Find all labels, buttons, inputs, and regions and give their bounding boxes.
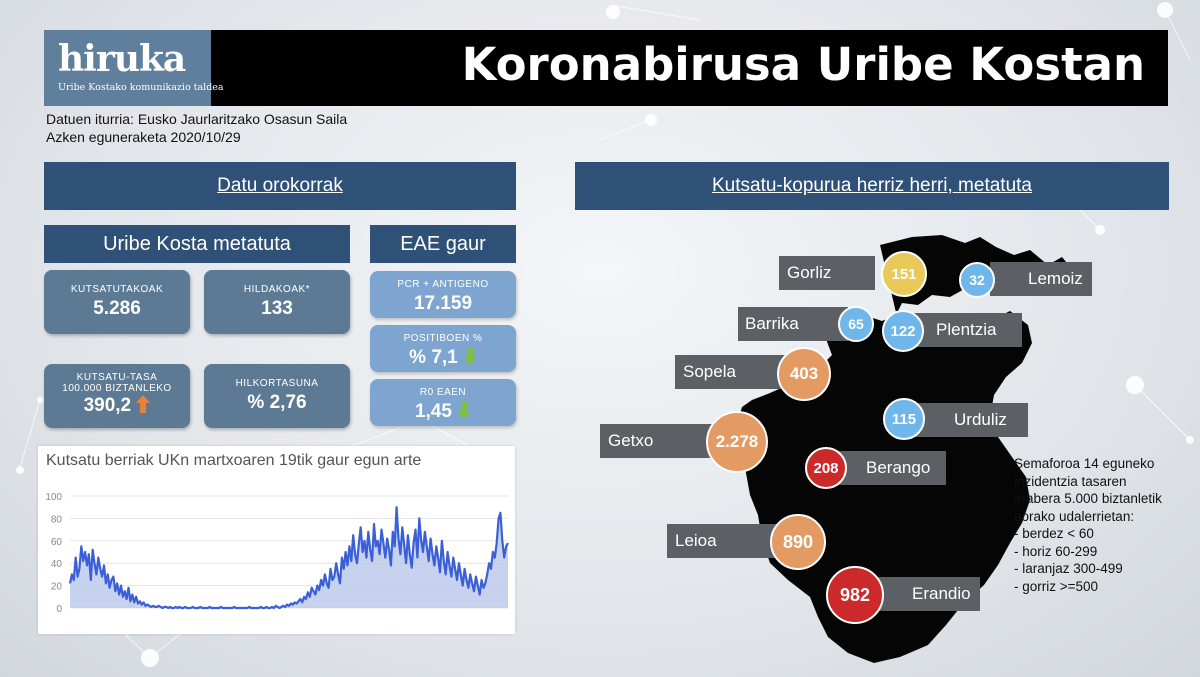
mortality-label: HILKORTASUNA — [235, 378, 319, 389]
bubble-plentzia: 122 — [882, 310, 924, 352]
header-bar — [44, 30, 1168, 106]
bubble-urduliz: 115 — [883, 398, 925, 440]
infection-rate-row: 390,2 — [44, 395, 190, 417]
infection-rate-card: KUTSATU-TASA 100.000 BIZTANLEKO 390,2 — [44, 364, 190, 428]
infected-card: KUTSATUTAKOAK 5.286 — [44, 270, 190, 334]
r0-label: R0 EAEN — [419, 387, 467, 398]
new-cases-line — [68, 506, 509, 610]
mortality-card: HILKORTASUNA % 2,76 — [204, 364, 350, 428]
positive-rate-value: % 7,1 — [409, 347, 458, 368]
town-label-getxo: Getxo — [600, 424, 718, 458]
page-title: Koronabirusa Uribe Kostan — [461, 38, 1145, 91]
infection-rate-sublabel: 100.000 BIZTANLEKO — [62, 383, 172, 394]
legend-line: gorako udalerrietan: — [1014, 508, 1135, 524]
positive-rate-label: POSITIBOEN % — [403, 333, 483, 344]
bubble-sopela: 403 — [777, 347, 831, 401]
y-tick-label: 20 — [51, 582, 63, 593]
bubble-berango: 208 — [805, 447, 847, 489]
bubble-barrika: 65 — [838, 306, 874, 342]
towns-banner: Kutsatu-kopurua herriz herri, metatuta — [575, 162, 1169, 210]
bubble-leioa: 890 — [770, 514, 826, 570]
logo-box — [44, 30, 211, 106]
town-label-lemoiz: Lemoiz — [990, 262, 1092, 296]
tests-card: PCR + ANTIGENO 17.159 — [370, 271, 516, 318]
town-label-plentzia: Plentzia — [908, 313, 1022, 347]
y-tick-label: 60 — [51, 537, 63, 548]
data-source: Datuen iturria: Eusko Jaurlaritzako Osas… — [46, 111, 348, 127]
bubble-gorliz: 151 — [881, 251, 927, 297]
legend-line: - laranjaz 300-499 — [1014, 561, 1123, 576]
arrow-down-icon — [462, 347, 477, 365]
logo-wordmark: hiruka — [58, 38, 186, 80]
bubble-lemoiz: 32 — [959, 262, 995, 298]
town-label-leioa: Leioa — [667, 524, 783, 558]
eae-today-title: EAE gaur — [370, 225, 516, 263]
tests-value: 17.159 — [413, 293, 473, 314]
tests-label: PCR + ANTIGENO — [397, 279, 489, 290]
town-label-sopela: Sopela — [675, 355, 793, 389]
y-tick-label: 0 — [56, 604, 62, 615]
logo-tagline: Uribe Kostako komunikazio taldea — [58, 82, 224, 93]
y-tick-label: 100 — [45, 492, 62, 503]
town-label-gorliz: Gorliz — [779, 256, 875, 290]
town-label-berango: Berango — [830, 451, 946, 485]
new-cases-chart: 0 20 40 60 80 100 — [45, 492, 509, 615]
y-tick-label: 40 — [51, 559, 63, 570]
last-update: Azken eguneraketa 2020/10/29 — [46, 129, 241, 145]
town-label-urduliz: Urduliz — [908, 403, 1028, 437]
bubble-erandio: 982 — [826, 566, 884, 624]
traffic-light-legend: Semaforoa 14 eguneko inzidentzia tasaren… — [1014, 455, 1194, 595]
deaths-label: HILDAKOAK* — [243, 284, 311, 295]
r0-value: 1,45 — [414, 401, 452, 422]
positive-rate-card: POSITIBOEN % % 7,1 — [370, 325, 516, 372]
legend-line: arabera 5.000 biztanletik — [1014, 491, 1162, 506]
y-tick-label: 80 — [51, 514, 63, 525]
infected-label: KUTSATUTAKOAK — [70, 284, 164, 295]
town-label-barrika: Barrika — [738, 307, 848, 341]
legend-line: - berdez < 60 — [1014, 526, 1094, 541]
deaths-value: 133 — [261, 298, 293, 319]
infected-value: 5.286 — [93, 298, 141, 319]
chart-title: Kutsatu berriak UKn martxoaren 19tik gau… — [46, 452, 422, 469]
bubble-getxo: 2.278 — [706, 411, 768, 473]
legend-line: inzidentzia tasaren — [1014, 473, 1127, 489]
legend-line: Semaforoa 14 eguneko — [1014, 456, 1155, 471]
arrow-down-icon — [457, 401, 472, 419]
town-label-plentzia-text: Plentzia — [936, 320, 997, 339]
uribe-cumulative-title: Uribe Kosta metatuta — [44, 225, 350, 263]
mortality-value: % 2,76 — [247, 392, 307, 413]
general-data-banner: Datu orokorrak — [44, 162, 516, 210]
arrow-up-icon — [136, 395, 151, 413]
legend-line: - gorriz >=500 — [1014, 578, 1099, 594]
deaths-card: HILDAKOAK* 133 — [204, 270, 350, 334]
infection-rate-label: KUTSATU-TASA — [76, 372, 158, 383]
infection-rate-value: 390,2 — [83, 395, 132, 416]
legend-line: - horiz 60-299 — [1014, 543, 1098, 559]
new-cases-area — [70, 507, 508, 608]
r0-card: R0 EAEN 1,45 — [370, 379, 516, 426]
